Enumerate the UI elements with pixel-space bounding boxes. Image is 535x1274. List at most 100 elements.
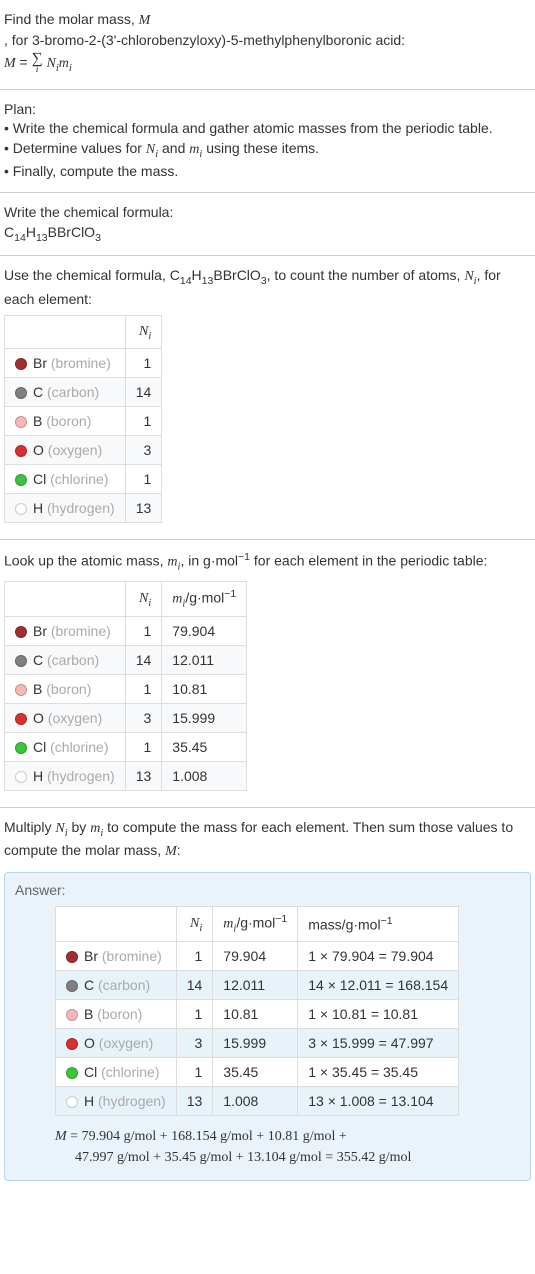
- element-symbol: C: [33, 384, 43, 400]
- element-dot-icon: [15, 742, 27, 754]
- element-name: (oxygen): [44, 710, 102, 726]
- element-cell: H (hydrogen): [5, 493, 126, 522]
- element-name: (carbon): [43, 384, 99, 400]
- intro-section: Find the molar mass, M , for 3-bromo-2-(…: [0, 4, 535, 85]
- var-m: m: [189, 142, 199, 157]
- var-m: M: [55, 1129, 67, 1144]
- col-m: mi/g·mol−1: [162, 582, 247, 616]
- table-header-row: Ni: [5, 316, 162, 349]
- element-name: (hydrogen): [94, 1093, 166, 1109]
- plan-bullet-2: • Determine values for Ni and mi using t…: [4, 139, 531, 162]
- element-cell: H (hydrogen): [5, 761, 126, 790]
- text: Multiply: [4, 819, 55, 835]
- element-name: (boron): [93, 1006, 142, 1022]
- element-dot-icon: [15, 387, 27, 399]
- molar-mass-equation: M = ∑i Nimi: [4, 52, 531, 77]
- chem-inline: C14H13BBrClO3: [170, 267, 267, 283]
- element-cell: Cl (chlorine): [56, 1057, 177, 1086]
- plan-bullet-3: • Finally, compute the mass.: [4, 162, 531, 182]
- table-row: H (hydrogen)131.00813 × 1.008 = 13.104: [56, 1086, 459, 1115]
- m-value: 10.81: [162, 674, 247, 703]
- element-symbol: H: [33, 768, 43, 784]
- exp: −1: [238, 551, 250, 563]
- final-equation: M = 79.904 g/mol + 168.154 g/mol + 10.81…: [55, 1126, 520, 1168]
- n-value: 1: [125, 348, 162, 377]
- element-name: (boron): [42, 681, 91, 697]
- var-n: N: [464, 269, 473, 284]
- table-row: Cl (chlorine)135.45: [5, 732, 247, 761]
- element-name: (carbon): [43, 652, 99, 668]
- eq-eq: =: [16, 54, 32, 70]
- element-cell: C (carbon): [5, 377, 126, 406]
- table-row: C (carbon)14: [5, 377, 162, 406]
- cf: 3: [95, 231, 101, 243]
- element-name: (carbon): [94, 977, 150, 993]
- text: by: [68, 819, 91, 835]
- text: Look up the atomic mass,: [4, 553, 167, 569]
- var-m: m: [167, 555, 177, 570]
- text: and: [158, 140, 189, 156]
- sigma-sum: ∑i: [32, 52, 43, 75]
- n-value: 1: [125, 464, 162, 493]
- m-value: 1.008: [162, 761, 247, 790]
- m-value: 79.904: [162, 616, 247, 645]
- element-cell: Br (bromine): [56, 941, 177, 970]
- n-value: 13: [125, 761, 162, 790]
- element-name: (bromine): [98, 948, 162, 964]
- eq-m: m: [59, 56, 69, 71]
- answer-box: Answer: Ni mi/g·mol−1 mass/g·mol−1 Br (b…: [4, 872, 531, 1181]
- element-cell: B (boron): [5, 406, 126, 435]
- mass-value: 1 × 10.81 = 10.81: [298, 999, 459, 1028]
- divider: [0, 89, 535, 90]
- table-row: Br (bromine)1: [5, 348, 162, 377]
- answer-label: Answer:: [15, 881, 520, 901]
- element-cell: O (oxygen): [5, 703, 126, 732]
- n-value: 1: [125, 674, 162, 703]
- table-row: Cl (chlorine)135.451 × 35.45 = 35.45: [56, 1057, 459, 1086]
- element-dot-icon: [66, 1038, 78, 1050]
- table-row: Br (bromine)179.904: [5, 616, 247, 645]
- cf: H: [26, 224, 36, 240]
- element-dot-icon: [66, 1096, 78, 1108]
- text: = 79.904 g/mol + 168.154 g/mol + 10.81 g…: [67, 1129, 347, 1144]
- element-cell: O (oxygen): [5, 435, 126, 464]
- element-dot-icon: [66, 951, 78, 963]
- eq-n: N: [47, 56, 56, 71]
- mass-value: 14 × 12.011 = 168.154: [298, 970, 459, 999]
- divider: [0, 539, 535, 540]
- element-symbol: C: [33, 652, 43, 668]
- n-value: 3: [125, 703, 162, 732]
- plan-bullet-1: • Write the chemical formula and gather …: [4, 119, 531, 139]
- text: • Determine values for: [4, 140, 146, 156]
- divider: [0, 807, 535, 808]
- text: 47.997 g/mol + 35.45 g/mol + 13.104 g/mo…: [55, 1150, 411, 1165]
- table-row: B (boron)110.81: [5, 674, 247, 703]
- m-value: 12.011: [162, 645, 247, 674]
- table-row: Cl (chlorine)1: [5, 464, 162, 493]
- text: , to count the number of atoms,: [267, 267, 465, 283]
- mass-value: 3 × 15.999 = 47.997: [298, 1028, 459, 1057]
- m-value: 15.999: [162, 703, 247, 732]
- col-n: Ni: [125, 582, 162, 616]
- m-value: 35.45: [213, 1057, 298, 1086]
- element-symbol: Cl: [33, 471, 46, 487]
- element-cell: Cl (chlorine): [5, 464, 126, 493]
- element-cell: Br (bromine): [5, 616, 126, 645]
- element-symbol: O: [33, 710, 44, 726]
- element-dot-icon: [15, 626, 27, 638]
- m-value: 10.81: [213, 999, 298, 1028]
- element-symbol: H: [33, 500, 43, 516]
- table-row: O (oxygen)3: [5, 435, 162, 464]
- element-symbol: C: [84, 977, 94, 993]
- table-row: O (oxygen)315.9993 × 15.999 = 47.997: [56, 1028, 459, 1057]
- n-value: 1: [125, 406, 162, 435]
- lookup-section: Look up the atomic mass, mi, in g·mol−1 …: [0, 544, 535, 803]
- var-n: N: [146, 142, 155, 157]
- n-value: 1: [125, 732, 162, 761]
- element-symbol: H: [84, 1093, 94, 1109]
- table-row: B (boron)1: [5, 406, 162, 435]
- n-value: 13: [176, 1086, 213, 1115]
- element-dot-icon: [15, 416, 27, 428]
- multiply-text: Multiply Ni by mi to compute the mass fo…: [4, 818, 531, 862]
- element-name: (oxygen): [44, 442, 102, 458]
